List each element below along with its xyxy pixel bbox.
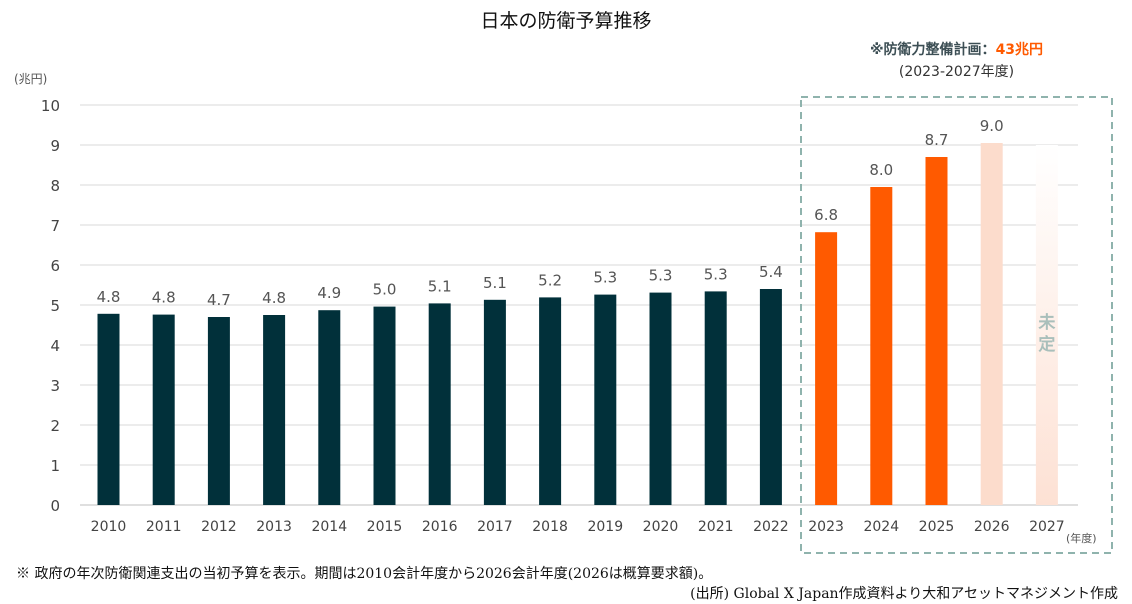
x-tick-label: 2010 xyxy=(91,519,127,535)
x-tick-label: 2026 xyxy=(974,519,1010,535)
data-label: 5.1 xyxy=(428,277,452,295)
undecided-label: 未定 xyxy=(1037,312,1055,355)
x-tick-label: 2012 xyxy=(201,519,237,535)
y-tick-label: 3 xyxy=(50,377,60,395)
chart-title: 日本の防衛予算推移 xyxy=(480,10,652,32)
x-tick-label: 2013 xyxy=(256,519,292,535)
x-tick-label: 2021 xyxy=(698,519,734,535)
y-tick-label: 2 xyxy=(50,417,60,435)
footnote: ※ 政府の年次防衛関連支出の当初予算を表示。期間は2010会計年度から2026会… xyxy=(16,566,713,582)
bar-2027 xyxy=(1035,145,1058,505)
y-tick-label: 1 xyxy=(50,457,60,475)
y-tick-label: 0 xyxy=(50,497,60,515)
source-note: (出所) Global X Japan作成資料より大和アセットマネジメント作成 xyxy=(690,586,1118,602)
grid-lines xyxy=(80,104,1078,506)
x-tick-label: 2020 xyxy=(643,519,679,535)
data-label: 4.8 xyxy=(97,288,121,306)
x-tick-label: 2024 xyxy=(863,519,899,535)
data-label: 5.3 xyxy=(593,269,617,287)
bar-2021 xyxy=(704,291,727,505)
bar-2010 xyxy=(97,313,120,505)
data-label: 5.0 xyxy=(373,281,397,299)
bar-2015 xyxy=(373,306,396,505)
y-axis-unit: (兆円) xyxy=(14,72,48,86)
y-tick-label: 8 xyxy=(50,177,60,195)
y-tick-labels: 0 1 2 3 4 5 6 7 8 9 10 xyxy=(41,97,60,515)
plan-box-label: ※防衛力整備計画： xyxy=(869,42,996,58)
x-tick-label: 2015 xyxy=(367,519,403,535)
y-tick-label: 9 xyxy=(50,137,60,155)
y-tick-label: 5 xyxy=(50,297,60,315)
plan-box-period: (2023-2027年度) xyxy=(898,64,1015,80)
bar-2020 xyxy=(649,292,672,505)
data-label: 4.8 xyxy=(152,289,176,307)
y-tick-label: 7 xyxy=(50,217,60,235)
bar-2024 xyxy=(870,187,893,505)
data-label: 5.3 xyxy=(649,267,673,285)
x-tick-label: 2018 xyxy=(532,519,568,535)
plan-period-box xyxy=(800,96,1113,554)
data-label: 8.0 xyxy=(869,161,893,179)
x-tick-label: 2016 xyxy=(422,519,458,535)
x-tick-labels: 2010 2011 2012 2013 2014 2015 2016 2017 2018 2019… xyxy=(91,519,1065,535)
y-tick-label: 10 xyxy=(41,97,60,115)
data-label: 5.1 xyxy=(483,274,507,292)
bar-2023 xyxy=(815,232,838,505)
x-tick-label: 2027 xyxy=(1029,519,1065,535)
bar-2022 xyxy=(759,289,782,505)
data-label: 5.3 xyxy=(704,265,728,283)
bar-2019 xyxy=(594,294,617,505)
x-tick-label: 2022 xyxy=(753,519,789,535)
data-label: 6.8 xyxy=(814,206,838,224)
x-tick-label: 2025 xyxy=(919,519,955,535)
data-label: 9.0 xyxy=(980,117,1004,135)
bar-2012 xyxy=(207,317,230,505)
x-tick-label: 2017 xyxy=(477,519,513,535)
bar-2014 xyxy=(318,310,341,505)
data-label: 8.7 xyxy=(925,131,949,149)
x-tick-label: 2011 xyxy=(146,519,182,535)
bar-2011 xyxy=(152,314,175,505)
data-label: 5.4 xyxy=(759,263,783,281)
bar-2018 xyxy=(539,297,562,505)
y-tick-label: 6 xyxy=(50,257,60,275)
bar-2017 xyxy=(483,299,506,505)
plan-box-title: ※防衛力整備計画：43兆円 xyxy=(800,39,1113,59)
x-tick-label: 2023 xyxy=(808,519,844,535)
bar-2016 xyxy=(428,303,451,505)
bar-2026 xyxy=(980,143,1003,505)
bar-2025 xyxy=(925,157,948,505)
bar-2013 xyxy=(263,315,286,505)
data-label: 4.8 xyxy=(262,289,286,307)
data-label: 4.9 xyxy=(317,284,341,302)
y-tick-label: 4 xyxy=(50,337,60,355)
data-label: 4.7 xyxy=(207,291,231,309)
plan-box-amount: 43兆円 xyxy=(995,42,1044,58)
x-axis-unit: (年度) xyxy=(1066,532,1097,545)
x-tick-label: 2019 xyxy=(587,519,623,535)
data-labels: 4.8 4.8 4.7 4.8 4.9 5.0 5.1 5.1 5.2 5.3 5.3 5.3 5.4 6… xyxy=(97,117,1004,309)
data-label: 5.2 xyxy=(538,271,562,289)
x-tick-label: 2014 xyxy=(311,519,347,535)
bars xyxy=(97,143,1058,505)
